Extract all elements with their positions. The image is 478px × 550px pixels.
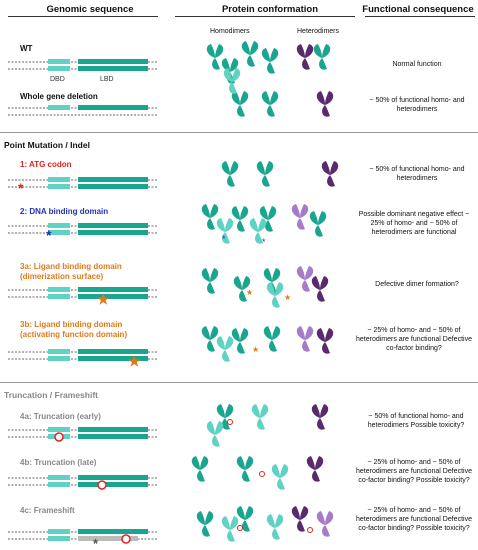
func-lbd-af: ~ 25% of homo- and ~ 50% of heterodimers… xyxy=(356,327,472,352)
mutant-monomer-cluster xyxy=(206,68,289,542)
svg-text:★: ★ xyxy=(246,288,253,297)
header-protein: Protein conformation xyxy=(221,4,319,15)
row-label-dbd: 2: DNA binding domain xyxy=(20,207,109,216)
dbd-exon xyxy=(48,59,70,64)
row-label-trunc-early: 4a: Truncation (early) xyxy=(20,412,101,421)
func-wt: Normal function xyxy=(392,61,442,68)
section-truncation: Truncation / Frameshift xyxy=(4,390,98,400)
gene-wt xyxy=(8,59,158,71)
gene-lbd-af: ★ xyxy=(8,349,158,369)
gene-lbd-dimer: ★ xyxy=(8,287,158,307)
homodimer-cluster xyxy=(191,41,281,537)
lbd-label: LBD xyxy=(100,76,114,83)
svg-text:★: ★ xyxy=(252,345,259,354)
row-label-atg: 1: ATG codon xyxy=(20,160,72,169)
protein-mutation-marks: * * ★ ★ ★ xyxy=(222,234,313,533)
row-label-frameshift: 4c: Frameshift xyxy=(20,506,75,515)
stop-codon-icon xyxy=(97,480,107,490)
row-label-wt: WT xyxy=(20,44,33,53)
func-frameshift: ~ 25% of homo- and ~ 50% of heterodimers… xyxy=(356,507,472,532)
func-atg: ~ 50% of functional homo- and heterodime… xyxy=(369,166,465,182)
func-trunc-early: ~ 50% of functional homo- and heterodime… xyxy=(367,413,465,429)
svg-text:★: ★ xyxy=(284,293,291,302)
func-trunc-late: ~ 25% of homo- and ~ 50% of heterodimers… xyxy=(356,459,472,484)
mutation-star-icon: ★ xyxy=(97,291,110,307)
func-lbd-dimer: Defective dimer formation? xyxy=(375,281,459,288)
homodimers-label: Homodimers xyxy=(210,28,250,35)
section-divider xyxy=(0,382,478,383)
mutation-star-icon: ★ xyxy=(128,353,141,369)
frameshift-asterisk-icon: * xyxy=(93,536,99,550)
func-dbd: Possible dominant negative effect ~ 25% … xyxy=(358,211,470,236)
svg-text:*: * xyxy=(222,234,226,244)
row-label-lbd-af: 3b: Ligand binding domain (activating fu… xyxy=(20,320,128,339)
gene-frameshift: * xyxy=(8,529,158,550)
gene-deletion xyxy=(8,105,158,116)
header-underline xyxy=(8,16,158,17)
section-point-mutation: Point Mutation / Indel xyxy=(4,140,90,150)
gene-trunc-late xyxy=(8,475,158,490)
row-label-lbd-dimer: 3a: Ligand binding domain (dimerization … xyxy=(20,262,122,281)
header-genomic: Genomic sequence xyxy=(46,4,134,15)
dbd-label: DBD xyxy=(50,76,65,83)
gene-trunc-early xyxy=(8,427,158,442)
heterodimers-label: Heterodimers xyxy=(297,28,340,35)
row-label-trunc-late: 4b: Truncation (late) xyxy=(20,458,97,467)
gene-atg: * xyxy=(8,177,158,196)
lbd-exon xyxy=(78,59,148,64)
func-deletion: ~ 50% of functional homo- and heterodime… xyxy=(369,97,465,113)
section-divider xyxy=(0,132,478,133)
header-underline xyxy=(365,16,475,17)
gene-dbd: * xyxy=(8,223,158,243)
mutation-asterisk-icon: * xyxy=(18,180,24,196)
header-underline xyxy=(175,16,355,17)
header-functional: Functional consequence xyxy=(362,4,474,15)
stop-codon-icon xyxy=(121,534,131,544)
svg-text:*: * xyxy=(262,237,266,247)
heterodimer-cluster xyxy=(291,44,339,537)
row-label-deletion: Whole gene deletion xyxy=(20,92,98,101)
mutation-asterisk-icon: * xyxy=(46,227,52,243)
stop-codon-icon xyxy=(54,432,64,442)
